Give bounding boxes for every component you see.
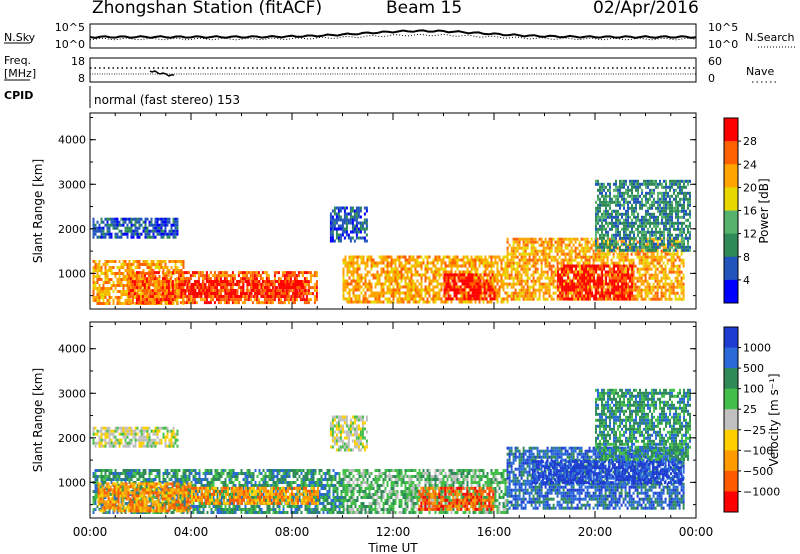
- power-region-2: [178, 280, 307, 298]
- velocity-region-0: [92, 426, 179, 448]
- time-axis-labels: 00:00 04:00 08:00 12:00 16:00 20:00 00:00: [73, 525, 714, 539]
- nsky-tick-top: 10^5: [55, 21, 85, 34]
- velocity-colorbar-swatch: [724, 450, 738, 472]
- nsky-label: N.Sky: [4, 31, 36, 44]
- power-regions: [92, 179, 691, 305]
- time-tick-label: 12:00: [376, 525, 411, 539]
- power-ytick-label: 1000: [58, 267, 86, 280]
- time-tick-label: 08:00: [275, 525, 310, 539]
- velocity-colorbar: 1000 500 100 25 −25 −100 −500 −1000: [723, 326, 780, 513]
- nsky-strip: N.Sky 10^5 10^0 N.Search 10^5 10^0: [4, 21, 795, 51]
- nave-label: Nave: [746, 65, 774, 78]
- velocity-colorbar-tick: −100: [743, 444, 773, 457]
- power-colorbar-label: Power [dB]: [757, 178, 771, 243]
- velocity-colorbar-swatch: [724, 429, 738, 451]
- station-title: Zhongshan Station (fitACF): [92, 0, 323, 18]
- power-colorbar-swatch: [724, 187, 738, 211]
- velocity-colorbar-swatch: [724, 388, 738, 410]
- velocity-region-4: [191, 486, 319, 505]
- power-colorbar-tick: 24: [743, 158, 757, 171]
- velocity-colorbar-tick: −1000: [743, 485, 780, 498]
- power-colorbar-swatch: [724, 256, 738, 281]
- velocity-colorbar-swatch: [724, 470, 738, 492]
- power-ytick-label: 3000: [58, 178, 86, 191]
- velocity-ytick-label: 4000: [58, 343, 86, 356]
- nsky-line: [89, 29, 697, 39]
- power-colorbar-tick: 8: [743, 251, 750, 264]
- velocity-colorbar-label: Velocity [m s⁻¹]: [767, 373, 781, 466]
- velocity-regions: [92, 388, 691, 514]
- power-colorbar-tick: 28: [743, 135, 757, 148]
- power-axes: 1000 2000 3000 4000: [58, 113, 697, 309]
- velocity-colorbar-tick: 25: [743, 403, 757, 416]
- freq-strip: Freq. [MHz] 18 8 Nave 60 0: [4, 54, 778, 85]
- nsearch-tick-top: 10^5: [708, 21, 738, 34]
- time-tick-label: 04:00: [174, 525, 209, 539]
- power-region-8: [557, 264, 634, 301]
- power-colorbar-tick: 12: [743, 228, 757, 241]
- velocity-colorbar-tick: 500: [743, 362, 764, 375]
- velocity-ytick-label: 2000: [58, 432, 86, 445]
- nave-tick-top: 60: [708, 55, 722, 68]
- velocity-colorbar-swatch: [724, 409, 738, 431]
- velocity-colorbar-swatch: [724, 368, 738, 390]
- power-ylabel: Slant Range [km]: [31, 159, 45, 263]
- power-colorbar-tick: 20: [743, 181, 757, 194]
- velocity-ytick-label: 1000: [58, 476, 86, 489]
- power-ytick-label: 2000: [58, 223, 86, 236]
- power-colorbar-tick: 4: [743, 274, 750, 287]
- power-region-9: [595, 179, 691, 252]
- velocity-axes: 1000 2000 3000 4000: [58, 322, 697, 518]
- velocity-ytick-label: 3000: [58, 387, 86, 400]
- power-region-3: [92, 217, 179, 239]
- freq-label-bottom: [MHz]: [4, 67, 36, 80]
- velocity-panel: 1000 2000 3000 4000 Slant Range [km] 1000 50…: [31, 321, 781, 554]
- nave-tick-bottom: 0: [708, 72, 715, 85]
- power-colorbar-swatch: [724, 141, 738, 165]
- velocity-colorbar-tick: −500: [743, 465, 773, 478]
- velocity-colorbar-tick: 100: [743, 383, 764, 396]
- time-xlabel: Time UT: [367, 541, 418, 554]
- power-colorbar-tick: 16: [743, 205, 757, 218]
- power-colorbar-swatch: [724, 279, 738, 304]
- nsky-tick-bottom: 10^0: [55, 38, 85, 51]
- nsearch-label: N.Search: [745, 31, 795, 44]
- velocity-colorbar-tick: 1000: [743, 342, 771, 355]
- power-colorbar-swatch: [724, 118, 738, 142]
- freq-label-top: Freq.: [4, 54, 31, 67]
- time-tick-label: 00:00: [73, 525, 108, 539]
- velocity-region-3: [97, 482, 192, 513]
- time-tick-label: 16:00: [477, 525, 512, 539]
- velocity-region-6: [418, 486, 495, 511]
- freq-scatter: [149, 70, 174, 77]
- power-colorbar-swatch: [724, 233, 738, 258]
- velocity-region-8: [531, 460, 684, 485]
- time-tick-label: 20:00: [578, 525, 613, 539]
- velocity-colorbar-tick: −25: [743, 424, 766, 437]
- power-colorbar-swatch: [724, 210, 738, 235]
- power-region-6: [443, 273, 496, 301]
- velocity-colorbar-swatch: [724, 327, 738, 349]
- power-colorbar: 4 8 12 16 20 24 28: [723, 117, 757, 304]
- velocity-region-1: [329, 415, 368, 452]
- velocity-colorbar-swatch: [724, 491, 738, 513]
- power-region-5: [342, 255, 509, 304]
- beam-label: Beam 15: [386, 0, 463, 18]
- power-ytick-label: 4000: [58, 134, 86, 147]
- velocity-ylabel: Slant Range [km]: [31, 368, 45, 472]
- velocity-colorbar-swatch: [724, 347, 738, 369]
- freq-tick-bottom: 8: [78, 72, 85, 85]
- cpid-label: CPID: [4, 89, 33, 102]
- power-panel: 1000 2000 3000 4000 Slant Range [km] 4 8 12 16…: [31, 112, 771, 310]
- nsearch-tick-bottom: 10^0: [708, 38, 738, 51]
- velocity-region-9: [595, 388, 691, 461]
- time-tick-label: 00:00: [679, 525, 714, 539]
- date-label: 02/Apr/2016: [593, 0, 699, 18]
- cpid-mode: normal (fast stereo) 153: [94, 93, 240, 107]
- power-region-4: [329, 206, 368, 243]
- freq-tick-top: 18: [71, 55, 85, 68]
- power-colorbar-swatch: [724, 164, 738, 188]
